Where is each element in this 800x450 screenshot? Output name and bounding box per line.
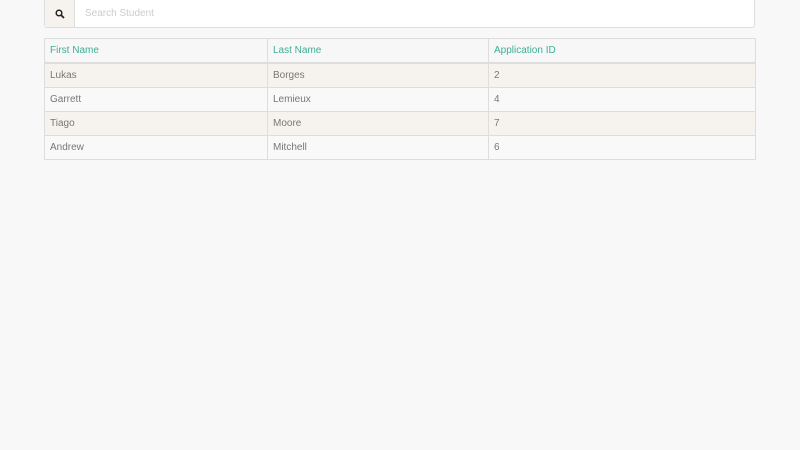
table-row[interactable]: Tiago Moore 7 — [44, 111, 756, 136]
cell-application-id: 4 — [488, 87, 756, 112]
table-row[interactable]: Garrett Lemieux 4 — [44, 87, 756, 112]
cell-first-name: Garrett — [44, 87, 268, 112]
cell-application-id: 7 — [488, 111, 756, 136]
table-header-row: First Name Last Name Application ID — [44, 38, 756, 64]
cell-first-name: Andrew — [44, 135, 268, 160]
table-row[interactable]: Andrew Mitchell 6 — [44, 135, 756, 160]
cell-application-id: 6 — [488, 135, 756, 160]
students-table: First Name Last Name Application ID Luka… — [44, 38, 756, 160]
cell-first-name: Tiago — [44, 111, 268, 136]
search-button[interactable] — [45, 0, 75, 27]
column-header-first-name[interactable]: First Name — [44, 38, 268, 64]
cell-last-name: Mitchell — [267, 135, 489, 160]
search-icon — [54, 8, 65, 19]
table-row[interactable]: Lukas Borges 2 — [44, 62, 756, 88]
column-header-last-name[interactable]: Last Name — [267, 38, 489, 64]
column-header-application-id[interactable]: Application ID — [488, 38, 756, 64]
search-bar — [44, 0, 755, 28]
cell-last-name: Borges — [267, 62, 489, 88]
search-input[interactable] — [75, 0, 754, 27]
cell-application-id: 2 — [488, 62, 756, 88]
cell-first-name: Lukas — [44, 62, 268, 88]
cell-last-name: Lemieux — [267, 87, 489, 112]
cell-last-name: Moore — [267, 111, 489, 136]
